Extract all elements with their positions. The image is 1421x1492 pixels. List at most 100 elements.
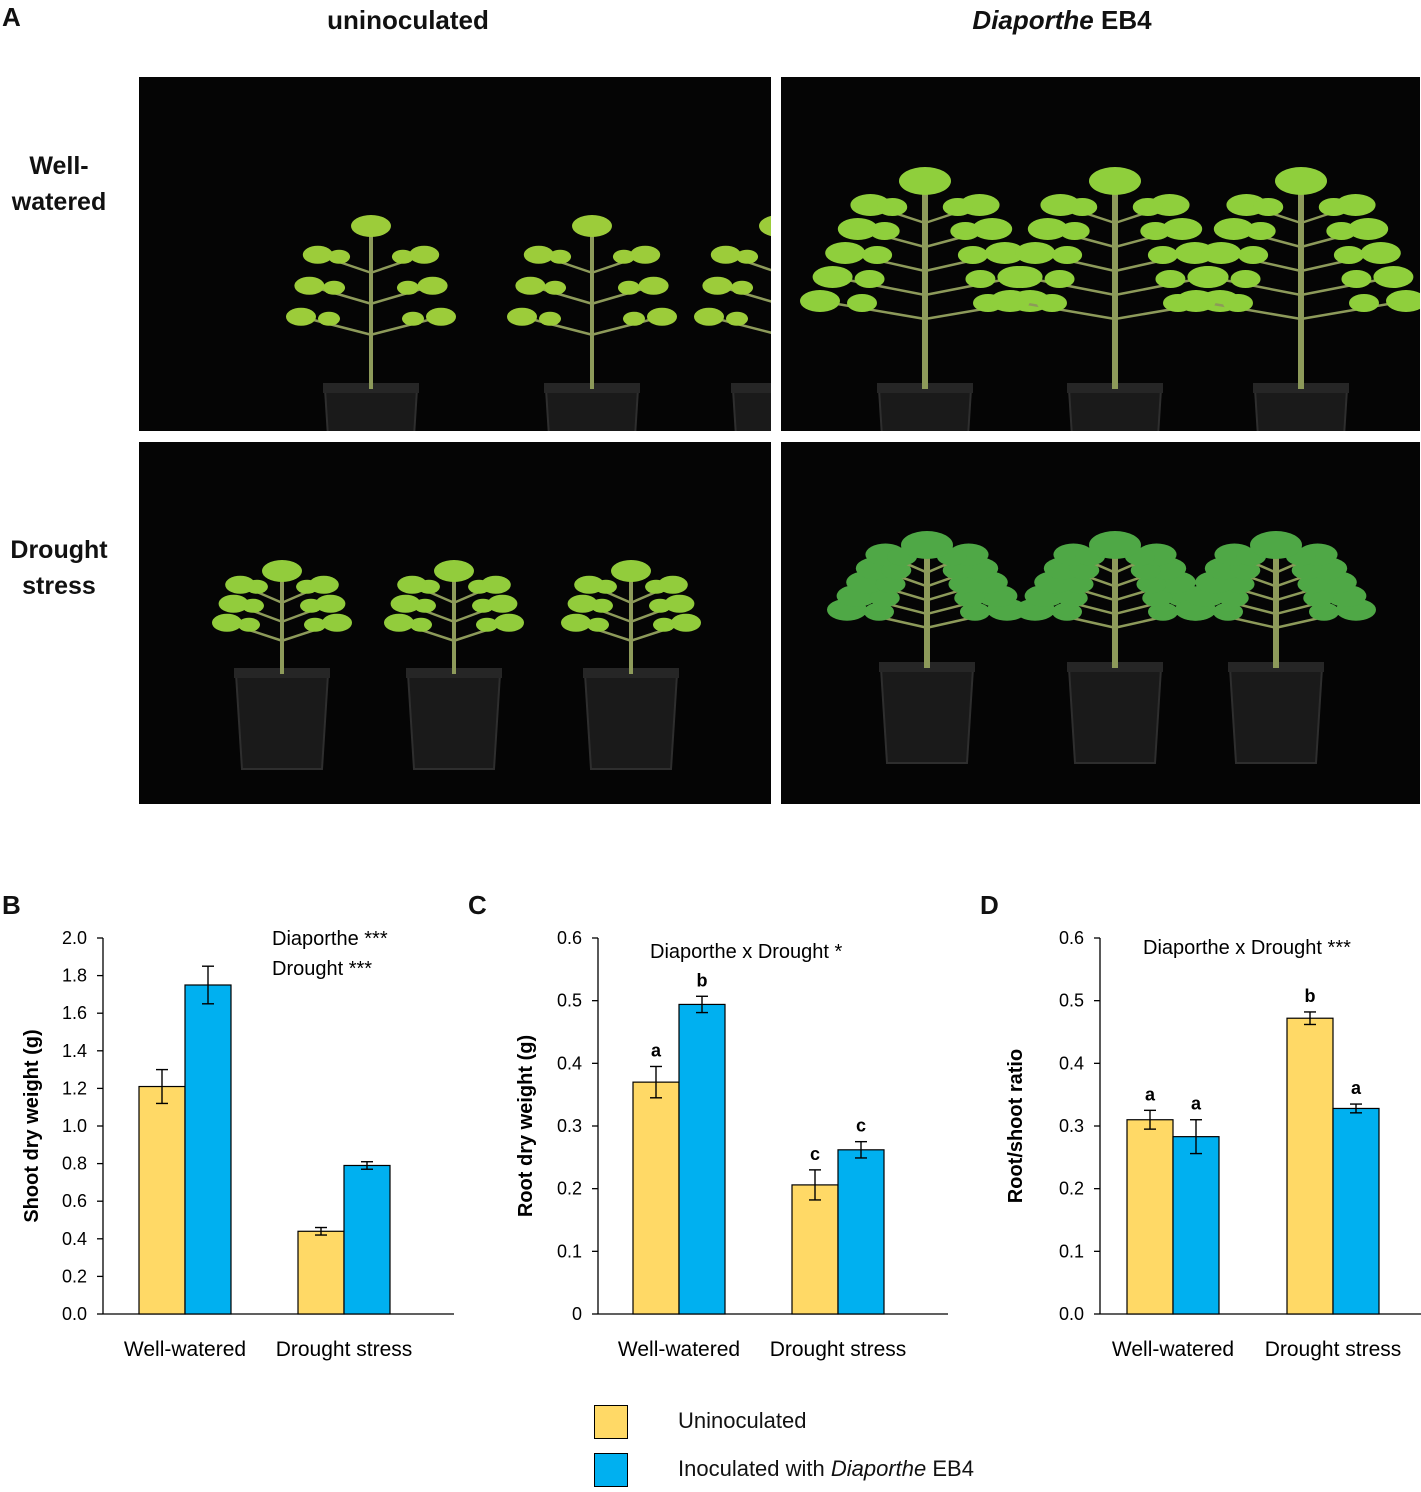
x-tick-label: Drought stress: [770, 1338, 907, 1361]
leaf: [402, 311, 424, 326]
stat-annotation: Diaporthe x Drought *: [650, 941, 843, 963]
x-tick-label: Well-watered: [618, 1338, 740, 1361]
leaf: [1162, 218, 1203, 240]
legend-text: Inoculated with: [678, 1456, 831, 1481]
y-tick-label: 0.4: [62, 1229, 87, 1249]
leaf: [877, 198, 908, 216]
pot: [234, 673, 330, 770]
leaf: [837, 218, 878, 240]
leaf: [899, 167, 951, 195]
bar: [1126, 1119, 1174, 1315]
leaf: [1063, 575, 1094, 594]
panel-label-d: D: [980, 890, 999, 920]
bar: [632, 1081, 680, 1315]
leaf: [245, 579, 268, 594]
panel-label-b: B: [2, 890, 21, 920]
y-tick-label: 0.3: [1059, 1116, 1084, 1136]
y-tick-label: 0.6: [62, 1191, 87, 1211]
stat-annotation: Diaporthe x Drought ***: [1143, 937, 1351, 959]
y-tick-label: 0.6: [557, 928, 582, 948]
row-title-line: Well-: [29, 152, 89, 180]
leaf: [426, 307, 456, 326]
leaf: [617, 280, 640, 295]
leaf: [1349, 294, 1379, 312]
leaf: [638, 276, 669, 295]
y-tick-label: 0.0: [1059, 1304, 1084, 1324]
bar: [184, 984, 232, 1315]
leaf: [653, 617, 675, 632]
y-tick-label: 1.6: [62, 1003, 87, 1023]
leaf: [942, 198, 973, 216]
leaf: [1224, 575, 1255, 594]
leaf: [1037, 294, 1067, 312]
pot: [877, 388, 973, 431]
y-tick-label: 0.6: [1059, 928, 1084, 948]
pot: [1067, 388, 1163, 431]
pot-rim: [731, 383, 771, 393]
leaf: [854, 270, 885, 288]
y-tick-label: 0.8: [62, 1154, 87, 1174]
leaf: [1130, 561, 1161, 580]
leaf: [323, 280, 346, 295]
leaf: [594, 579, 617, 594]
leaf: [950, 222, 981, 240]
legend-swatch-uninoculated: [594, 1405, 628, 1439]
leaf: [561, 613, 591, 632]
leaf: [942, 561, 973, 580]
photo-uninoculated-drought: [139, 442, 771, 804]
row-title-line: watered: [11, 188, 107, 216]
significance-letter: b: [1305, 986, 1316, 1006]
leaf: [417, 276, 448, 295]
bar: [1286, 1017, 1334, 1315]
legend-swatch-inoculated: [594, 1453, 628, 1487]
leaf: [1142, 588, 1173, 607]
leaf: [212, 613, 242, 632]
leaf: [1250, 531, 1302, 559]
stat-annotation: Drought ***: [272, 958, 372, 980]
leaf: [1213, 218, 1254, 240]
photo-uninoculated-well-watered: [139, 77, 771, 431]
y-tick-label: 1.2: [62, 1078, 87, 1098]
plant: [384, 560, 524, 770]
leaf: [262, 560, 302, 582]
leaf: [315, 594, 346, 613]
leaf: [410, 617, 432, 632]
leaf: [731, 280, 754, 295]
leaf: [957, 246, 988, 264]
legend-text-italic: Diaporthe: [830, 1456, 927, 1481]
leaf: [1326, 222, 1357, 240]
leaf: [384, 613, 414, 632]
bar: [138, 1085, 186, 1315]
significance-letter: a: [1145, 1084, 1156, 1104]
leaf: [1067, 198, 1098, 216]
leaf: [1059, 222, 1090, 240]
leaf: [294, 276, 325, 295]
pot: [1228, 667, 1324, 764]
plant: [1176, 531, 1376, 764]
panel-label-c: C: [468, 890, 487, 920]
leaf: [990, 290, 1030, 312]
bar: [678, 1003, 726, 1315]
leaf: [1333, 246, 1364, 264]
leaf: [1140, 222, 1171, 240]
row-title-line: stress: [22, 572, 96, 600]
leaf: [759, 215, 771, 237]
y-axis-label: Root/shoot ratio: [1005, 1049, 1027, 1203]
y-tick-label: 0.4: [557, 1053, 582, 1073]
leaf: [1238, 246, 1269, 264]
bar: [837, 1149, 885, 1315]
leaf: [864, 602, 894, 621]
leaf: [328, 249, 351, 264]
significance-letter: a: [651, 1040, 662, 1060]
leaf: [1303, 588, 1334, 607]
photo-diaporthe-well-watered: [781, 77, 1420, 431]
leaf: [1230, 270, 1261, 288]
y-axis-label: Root dry weight (g): [515, 1035, 537, 1217]
leaf: [544, 280, 567, 295]
row-title-well-watered: Well- watered: [0, 148, 124, 220]
pot: [323, 388, 419, 431]
leaf: [800, 290, 840, 312]
leaf: [1223, 294, 1253, 312]
leaf: [960, 602, 990, 621]
leaf: [948, 575, 979, 594]
